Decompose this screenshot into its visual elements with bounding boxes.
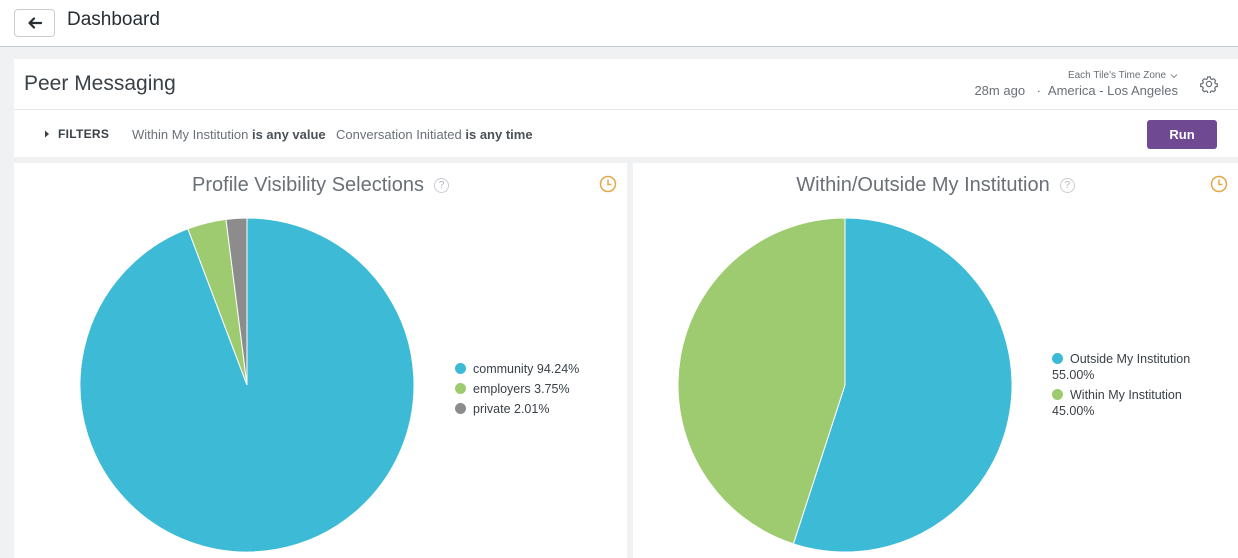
pie-chart-institution [677,217,1013,553]
tile-title: Profile Visibility Selections [192,174,424,196]
filter-bar: FILTERS Within My Institution is any val… [14,109,1238,157]
legend-swatch [455,363,466,374]
legend-item-within-institution[interactable]: Within My Institution 45.00% [1052,387,1190,419]
legend-percent: 45.00% [1052,404,1095,418]
filter-within-institution[interactable]: Within My Institution is any value [132,127,326,142]
legend-label: community 94.24% [473,362,580,376]
legend-item-private[interactable]: private 2.01% [455,401,579,417]
arrow-left-icon [27,17,42,29]
filter-condition: is any value [251,127,326,142]
filter-condition: is any time [465,127,533,142]
gear-icon[interactable] [1200,75,1218,93]
clock-icon[interactable] [599,175,617,193]
pie-slice-private[interactable] [225,217,248,386]
filters-toggle[interactable]: FILTERS [44,127,109,141]
last-run-time: 28m ago [974,83,1026,98]
caret-right-icon [45,130,49,138]
pie-slice-within-my-institution[interactable] [677,217,846,545]
pie-slice-outside-my-institution[interactable] [792,217,1013,553]
legend-label: Within My Institution [1070,388,1182,402]
legend: community 94.24% employers 3.75% private… [455,361,579,421]
filter-field: Conversation Initiated [336,127,462,142]
legend-item-community[interactable]: community 94.24% [455,361,579,377]
legend-swatch [455,403,466,414]
question-circle-icon[interactable]: ? [1059,178,1075,193]
clock-icon[interactable] [1210,175,1228,193]
question-circle-icon[interactable]: ? [433,178,449,193]
run-button[interactable]: Run [1147,120,1217,149]
tile-within-outside-institution: Within/Outside My Institution? Outside M… [633,163,1238,558]
dashboard-header: Peer Messaging Each Tile's Time Zone 28m… [14,59,1238,157]
filter-field: Within My Institution [132,127,249,142]
page-title: Dashboard [67,9,160,30]
dashboard-title: Peer Messaging [24,72,176,95]
tile-title: Within/Outside My Institution [796,174,1050,196]
filters-label: FILTERS [58,127,110,141]
filter-conversation-initiated[interactable]: Conversation Initiated is any time [336,127,533,142]
timezone-label: Each Tile's Time Zone [1067,70,1166,81]
timezone-selector[interactable]: Each Tile's Time Zone 28m ago · America … [974,70,1178,98]
legend-percent: 55.00% [1052,368,1095,382]
legend-label: employers 3.75% [473,382,570,396]
top-bar: Dashboard [0,0,1238,47]
legend: Outside My Institution 55.00% Within My … [1052,351,1190,423]
legend-swatch [1052,353,1063,364]
timezone-value: America - Los Angeles [1047,83,1178,98]
legend-label: private 2.01% [473,402,550,416]
legend-swatch [1052,389,1063,400]
legend-item-outside-institution[interactable]: Outside My Institution 55.00% [1052,351,1190,383]
legend-swatch [455,383,466,394]
back-button[interactable] [14,9,55,37]
separator-dot: · [1036,83,1042,98]
legend-label: Outside My Institution [1070,352,1191,366]
chevron-down-icon [1170,73,1178,78]
legend-item-employers[interactable]: employers 3.75% [455,381,579,397]
pie-chart-profile-visibility [79,217,415,553]
tile-profile-visibility: Profile Visibility Selections? community… [14,163,627,558]
